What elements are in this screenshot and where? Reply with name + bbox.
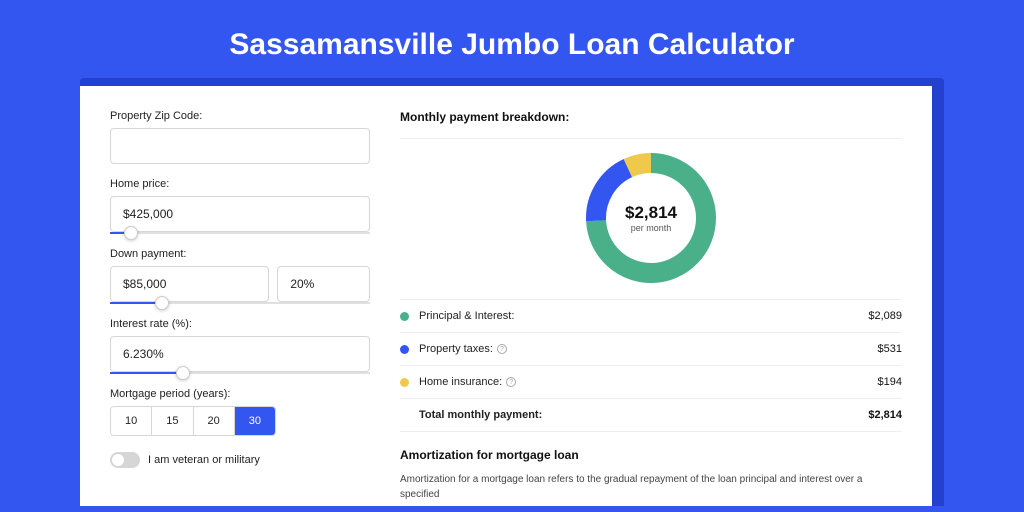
- legend-label: Home insurance:?: [419, 376, 878, 388]
- zip-field: Property Zip Code:: [110, 110, 370, 164]
- zip-label: Property Zip Code:: [110, 110, 370, 122]
- donut-chart: $2,814 per month: [586, 153, 716, 283]
- rate-field: Interest rate (%):: [110, 318, 370, 374]
- amortization-text: Amortization for a mortgage loan refers …: [400, 472, 902, 502]
- period-option-15[interactable]: 15: [152, 407, 193, 435]
- veteran-toggle[interactable]: [110, 452, 140, 468]
- breakdown-title: Monthly payment breakdown:: [400, 110, 902, 139]
- legend-value: $531: [878, 343, 902, 355]
- calculator-card: Property Zip Code: Home price: Down paym…: [80, 86, 932, 506]
- price-input[interactable]: [110, 196, 370, 232]
- legend-dot: [400, 312, 409, 321]
- period-option-30[interactable]: 30: [235, 407, 275, 435]
- legend-dot: [400, 378, 409, 387]
- legend-row-1: Property taxes:?$531: [400, 333, 902, 366]
- down-slider[interactable]: [110, 302, 370, 304]
- price-field: Home price:: [110, 178, 370, 234]
- legend-value: $194: [878, 376, 902, 388]
- info-icon[interactable]: ?: [506, 377, 516, 387]
- price-label: Home price:: [110, 178, 370, 190]
- period-options: 10152030: [110, 406, 276, 436]
- rate-label: Interest rate (%):: [110, 318, 370, 330]
- legend-dot: [400, 345, 409, 354]
- rate-slider[interactable]: [110, 372, 370, 374]
- period-option-10[interactable]: 10: [111, 407, 152, 435]
- period-label: Mortgage period (years):: [110, 388, 370, 400]
- form-panel: Property Zip Code: Home price: Down paym…: [110, 110, 370, 506]
- donut-area: $2,814 per month: [400, 149, 902, 299]
- card-shadow: Property Zip Code: Home price: Down paym…: [80, 78, 944, 506]
- rate-input[interactable]: [110, 336, 370, 372]
- donut-sublabel: per month: [631, 223, 672, 233]
- down-pct-input[interactable]: [277, 266, 370, 302]
- breakdown-panel: Monthly payment breakdown: $2,814 per mo…: [370, 110, 902, 506]
- legend-label: Property taxes:?: [419, 343, 878, 355]
- amortization-title: Amortization for mortgage loan: [400, 432, 902, 472]
- legend-row-2: Home insurance:?$194: [400, 366, 902, 399]
- total-label: Total monthly payment:: [419, 409, 868, 421]
- period-option-20[interactable]: 20: [194, 407, 235, 435]
- zip-input[interactable]: [110, 128, 370, 164]
- toggle-knob: [112, 454, 124, 466]
- legend-value: $2,089: [868, 310, 902, 322]
- donut-value: $2,814: [625, 203, 677, 223]
- veteran-label: I am veteran or military: [148, 454, 260, 466]
- total-value: $2,814: [868, 409, 902, 421]
- info-icon[interactable]: ?: [497, 344, 507, 354]
- donut-center: $2,814 per month: [586, 153, 716, 283]
- down-amount-input[interactable]: [110, 266, 269, 302]
- page-title: Sassamansville Jumbo Loan Calculator: [0, 0, 1024, 78]
- legend-row-0: Principal & Interest:$2,089: [400, 300, 902, 333]
- period-field: Mortgage period (years): 10152030: [110, 388, 370, 436]
- legend: Principal & Interest:$2,089Property taxe…: [400, 299, 902, 432]
- down-field: Down payment:: [110, 248, 370, 304]
- price-slider[interactable]: [110, 232, 370, 234]
- legend-label: Principal & Interest:: [419, 310, 868, 322]
- down-label: Down payment:: [110, 248, 370, 260]
- legend-total-row: Total monthly payment:$2,814: [400, 399, 902, 432]
- veteran-row: I am veteran or military: [110, 452, 370, 468]
